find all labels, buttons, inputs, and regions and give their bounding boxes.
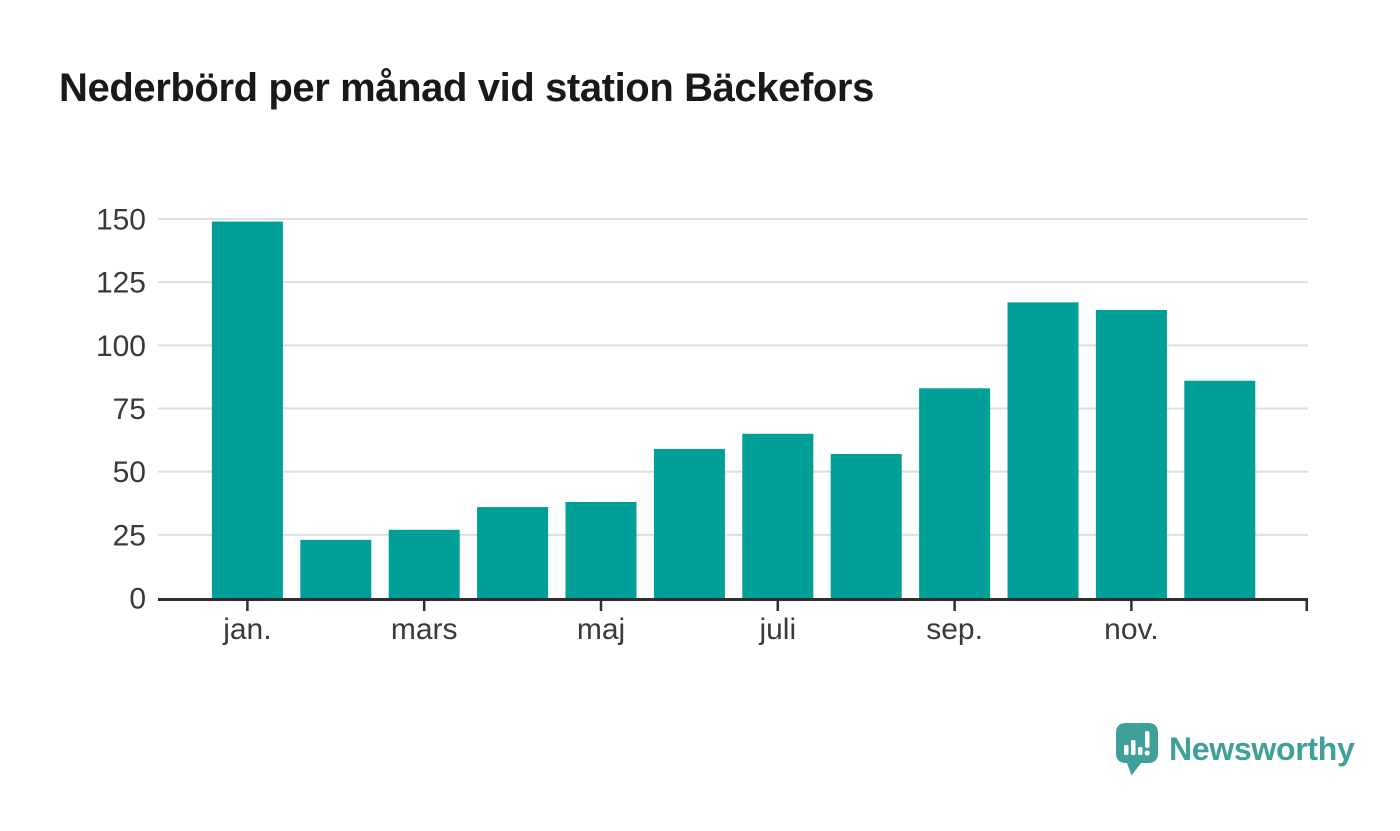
x-axis-tick-label: juli bbox=[758, 613, 796, 646]
newsworthy-logo-text: Newsworthy bbox=[1169, 730, 1355, 767]
bar bbox=[1007, 302, 1079, 598]
y-axis-tick-label: 100 bbox=[96, 330, 146, 363]
y-axis-tick-label: 50 bbox=[113, 456, 146, 489]
bar bbox=[1095, 309, 1167, 598]
y-axis-tick-label: 125 bbox=[96, 267, 146, 300]
bar bbox=[300, 539, 372, 598]
bar bbox=[477, 507, 549, 598]
x-axis-tick-label: sep. bbox=[926, 613, 983, 646]
newsworthy-logo: Newsworthy bbox=[1116, 721, 1355, 777]
x-axis-tick-label: jan. bbox=[222, 613, 271, 646]
bar bbox=[653, 448, 725, 598]
y-axis-tick-label: 75 bbox=[113, 393, 146, 426]
bar bbox=[1184, 380, 1256, 598]
x-axis-tick-label: mars bbox=[391, 613, 458, 646]
newsworthy-logo-icon bbox=[1116, 722, 1158, 775]
y-axis-tick-label: 0 bbox=[129, 583, 146, 616]
bar bbox=[211, 221, 283, 598]
chart-title: Nederbörd per månad vid station Bäckefor… bbox=[59, 66, 874, 110]
bar bbox=[565, 501, 637, 598]
x-axis-tick-label: maj bbox=[577, 613, 625, 646]
bar bbox=[830, 453, 902, 598]
bar bbox=[919, 388, 991, 598]
y-axis-tick-label: 25 bbox=[113, 519, 146, 552]
bar bbox=[388, 529, 460, 598]
x-axis-tick-label: nov. bbox=[1104, 613, 1158, 646]
bar bbox=[742, 433, 814, 598]
y-axis-tick-label: 150 bbox=[96, 204, 146, 237]
